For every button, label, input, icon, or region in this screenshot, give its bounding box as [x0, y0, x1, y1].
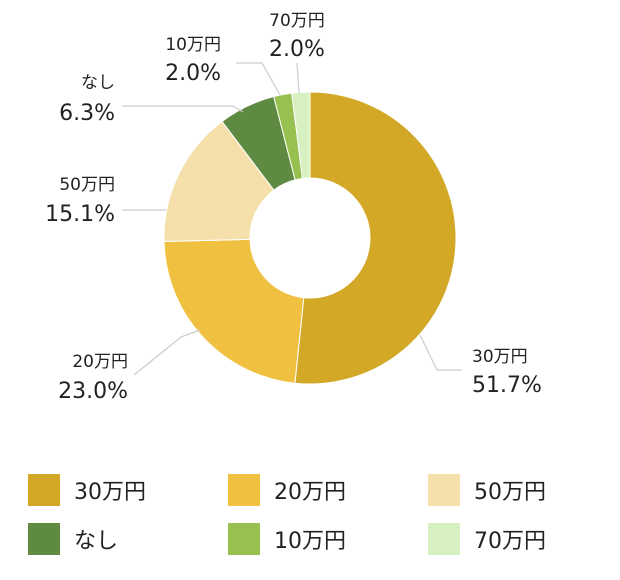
slice-labels: 30万円 51.7% 20万円 23.0% 50万円 15.1% なし 6.3% 10万円 2.0…	[45, 11, 542, 404]
donut-slice	[294, 91, 457, 385]
slice-percent-label: 23.0%	[58, 379, 128, 404]
leader-line	[133, 329, 201, 376]
slice-percent-label: 6.3%	[59, 101, 115, 126]
leader-line	[236, 62, 281, 96]
slice-percent-label: 51.7%	[472, 373, 542, 398]
slice-percent-label: 15.1%	[45, 202, 115, 227]
slice-label: 20万円	[72, 352, 128, 372]
donut-slice	[163, 238, 305, 384]
leader-line	[296, 62, 300, 94]
slice-label: 70万円	[269, 11, 325, 31]
slice-label: 10万円	[165, 35, 221, 55]
donut-slice	[291, 91, 311, 180]
leader-lines	[122, 62, 462, 376]
slice-label: 30万円	[472, 347, 528, 367]
slice-percent-label: 2.0%	[269, 37, 325, 62]
donut-slice	[163, 120, 275, 242]
slice-label: 50万円	[59, 175, 115, 195]
donut-slices	[163, 91, 457, 385]
slice-label: なし	[81, 73, 115, 93]
slice-percent-label: 2.0%	[165, 61, 221, 86]
leader-line	[419, 334, 462, 371]
leader-line	[122, 105, 244, 113]
